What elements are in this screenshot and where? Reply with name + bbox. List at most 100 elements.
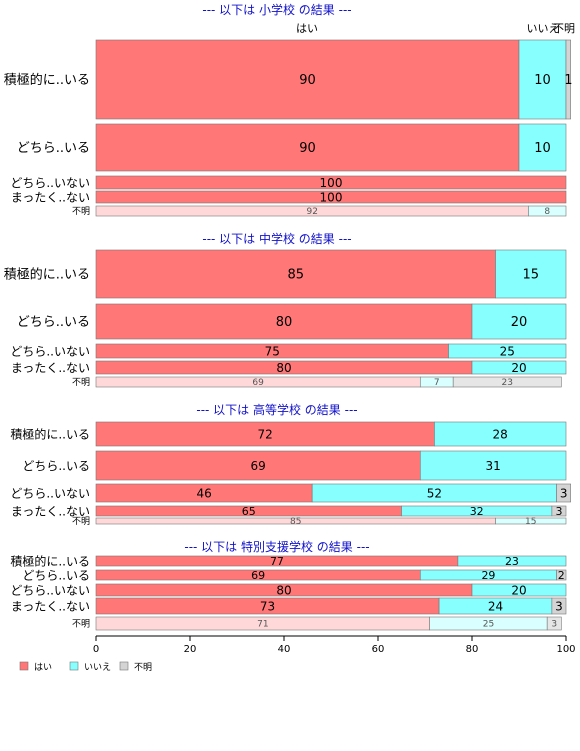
panel-title: --- 以下は 高等学校 の結果 --- [196, 402, 357, 417]
data-label: 1 [564, 73, 572, 88]
data-label: 3 [551, 620, 557, 630]
bar-segment [546, 616, 562, 631]
data-label: 23 [505, 555, 519, 568]
legend-label: いいえ [84, 662, 111, 673]
data-label: 69 [251, 459, 266, 473]
data-label: 69 [251, 569, 265, 582]
bar-segment [551, 597, 567, 615]
bar-segment [95, 450, 421, 481]
row-label: どちら..いない [10, 486, 90, 500]
row-label: どちら..いない [10, 583, 90, 597]
data-label: 2 [558, 569, 565, 582]
row-label: まったく..ない [11, 504, 90, 518]
row-label: まったく..ない [11, 361, 90, 375]
data-label: 71 [257, 620, 268, 630]
top-label-unknown: 不明 [553, 22, 575, 35]
bar-segment [419, 450, 567, 481]
data-label: 80 [276, 583, 291, 597]
legend-swatch [69, 661, 79, 671]
data-label: 77 [270, 555, 284, 568]
bar-segment [452, 376, 562, 388]
data-label: 72 [258, 427, 273, 441]
data-label: 100 [320, 190, 343, 204]
row-label: まったく..ない [11, 599, 90, 613]
row-label: どちら..いる [22, 459, 90, 473]
data-label: 85 [290, 517, 301, 527]
bar-segment [448, 343, 567, 359]
data-label: 25 [483, 620, 494, 630]
legend-swatch [19, 661, 29, 671]
data-label: 3 [555, 505, 562, 518]
bar-segment [551, 505, 567, 517]
legend-swatch [119, 661, 129, 671]
data-label: 85 [287, 268, 304, 283]
bar-segment [95, 175, 567, 190]
panel-title: --- 以下は 小学校 の結果 --- [202, 2, 351, 17]
top-label-no: いいえ [527, 22, 560, 35]
data-label: 73 [260, 599, 275, 613]
data-label: 24 [488, 599, 503, 613]
data-label: 90 [299, 73, 316, 88]
row-label: どちら..いる [17, 141, 90, 156]
row-label: 不明 [72, 619, 90, 630]
bar-segment [518, 123, 567, 172]
row-label: 積極的に..いる [10, 553, 90, 568]
row-label: まったく..ない [11, 190, 90, 204]
data-label: 25 [500, 344, 515, 358]
legend-label: 不明 [134, 662, 152, 673]
row-label: 積極的に..いる [4, 72, 90, 88]
bar-segment [518, 39, 567, 120]
data-label: 20 [511, 583, 526, 597]
bar-segment [556, 569, 567, 581]
bar-segment [495, 249, 567, 299]
bar-segment [95, 249, 496, 299]
data-label: 20 [511, 315, 528, 330]
data-label: 65 [242, 505, 256, 518]
bar-segment [95, 39, 520, 120]
bar-segment [95, 303, 473, 340]
data-label: 10 [534, 73, 551, 88]
data-label: 80 [276, 315, 293, 330]
top-label-yes: はい [296, 22, 318, 35]
data-label: 75 [265, 344, 280, 358]
bar-segment [556, 483, 571, 503]
data-label: 20 [511, 361, 526, 375]
data-label: 7 [434, 378, 440, 388]
data-label: 46 [196, 486, 211, 500]
row-label: 不明 [72, 516, 90, 527]
data-label: 8 [544, 207, 550, 217]
data-label: 3 [560, 486, 568, 500]
data-label: 29 [481, 569, 495, 582]
data-label: 31 [486, 459, 501, 473]
data-label: 80 [276, 361, 291, 375]
bar-segment [95, 421, 435, 447]
data-label: 90 [299, 141, 316, 156]
x-tick-label: 100 [556, 644, 575, 655]
data-label: 52 [427, 486, 442, 500]
data-label: 69 [252, 378, 264, 388]
data-label: 32 [470, 505, 484, 518]
panel-title: --- 以下は 特別支援学校 の結果 --- [184, 539, 369, 554]
bar-segment [457, 555, 567, 567]
data-label: 100 [320, 176, 343, 190]
bar-segment [495, 517, 567, 525]
panel-title: --- 以下は 中学校 の結果 --- [202, 231, 351, 246]
data-label: 92 [306, 207, 317, 217]
data-label: 15 [525, 517, 536, 527]
data-label: 15 [522, 268, 539, 283]
bar-segment [565, 39, 571, 120]
row-label: 不明 [72, 377, 90, 388]
data-label: 3 [555, 599, 563, 613]
row-label: 積極的に..いる [10, 426, 90, 441]
row-label: 積極的に..いる [4, 267, 90, 283]
bar-segment [471, 583, 567, 597]
bar-segment [471, 360, 567, 375]
row-label: どちら..いる [22, 568, 90, 582]
row-label: 不明 [72, 206, 90, 217]
row-label: どちら..いない [10, 344, 90, 358]
data-label: 28 [493, 427, 508, 441]
legend-label: はい [34, 662, 52, 673]
bar-segment [471, 303, 567, 340]
x-tick-label: 20 [184, 644, 197, 655]
